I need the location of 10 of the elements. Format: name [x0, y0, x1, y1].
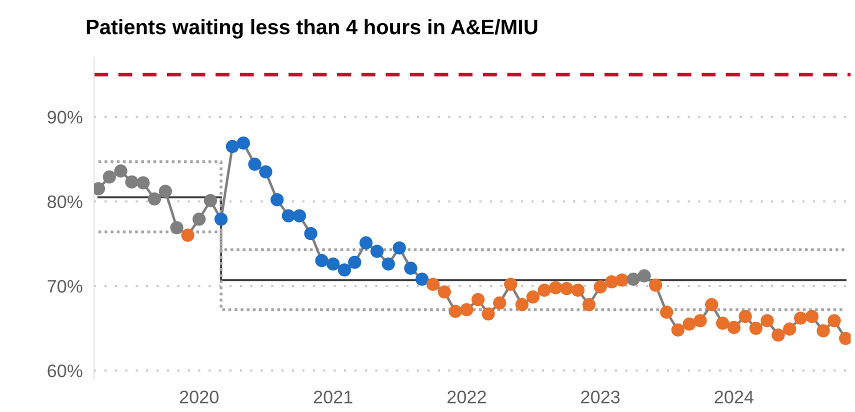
y-tick-label: 90%	[48, 110, 82, 124]
x-tick-label: 2020	[180, 390, 218, 404]
y-tick-label: 60%	[48, 364, 82, 378]
x-tick-label: 2022	[448, 390, 486, 404]
x-tick-label: 2021	[314, 390, 352, 404]
chart-title: Patients waiting less than 4 hours in A&E/MIU	[86, 19, 538, 39]
x-tick-label: 2023	[581, 390, 620, 404]
y-tick-label: 70%	[48, 280, 82, 293]
y-tick-label: 80%	[48, 195, 82, 208]
x-tick-label: 2024	[714, 390, 754, 404]
